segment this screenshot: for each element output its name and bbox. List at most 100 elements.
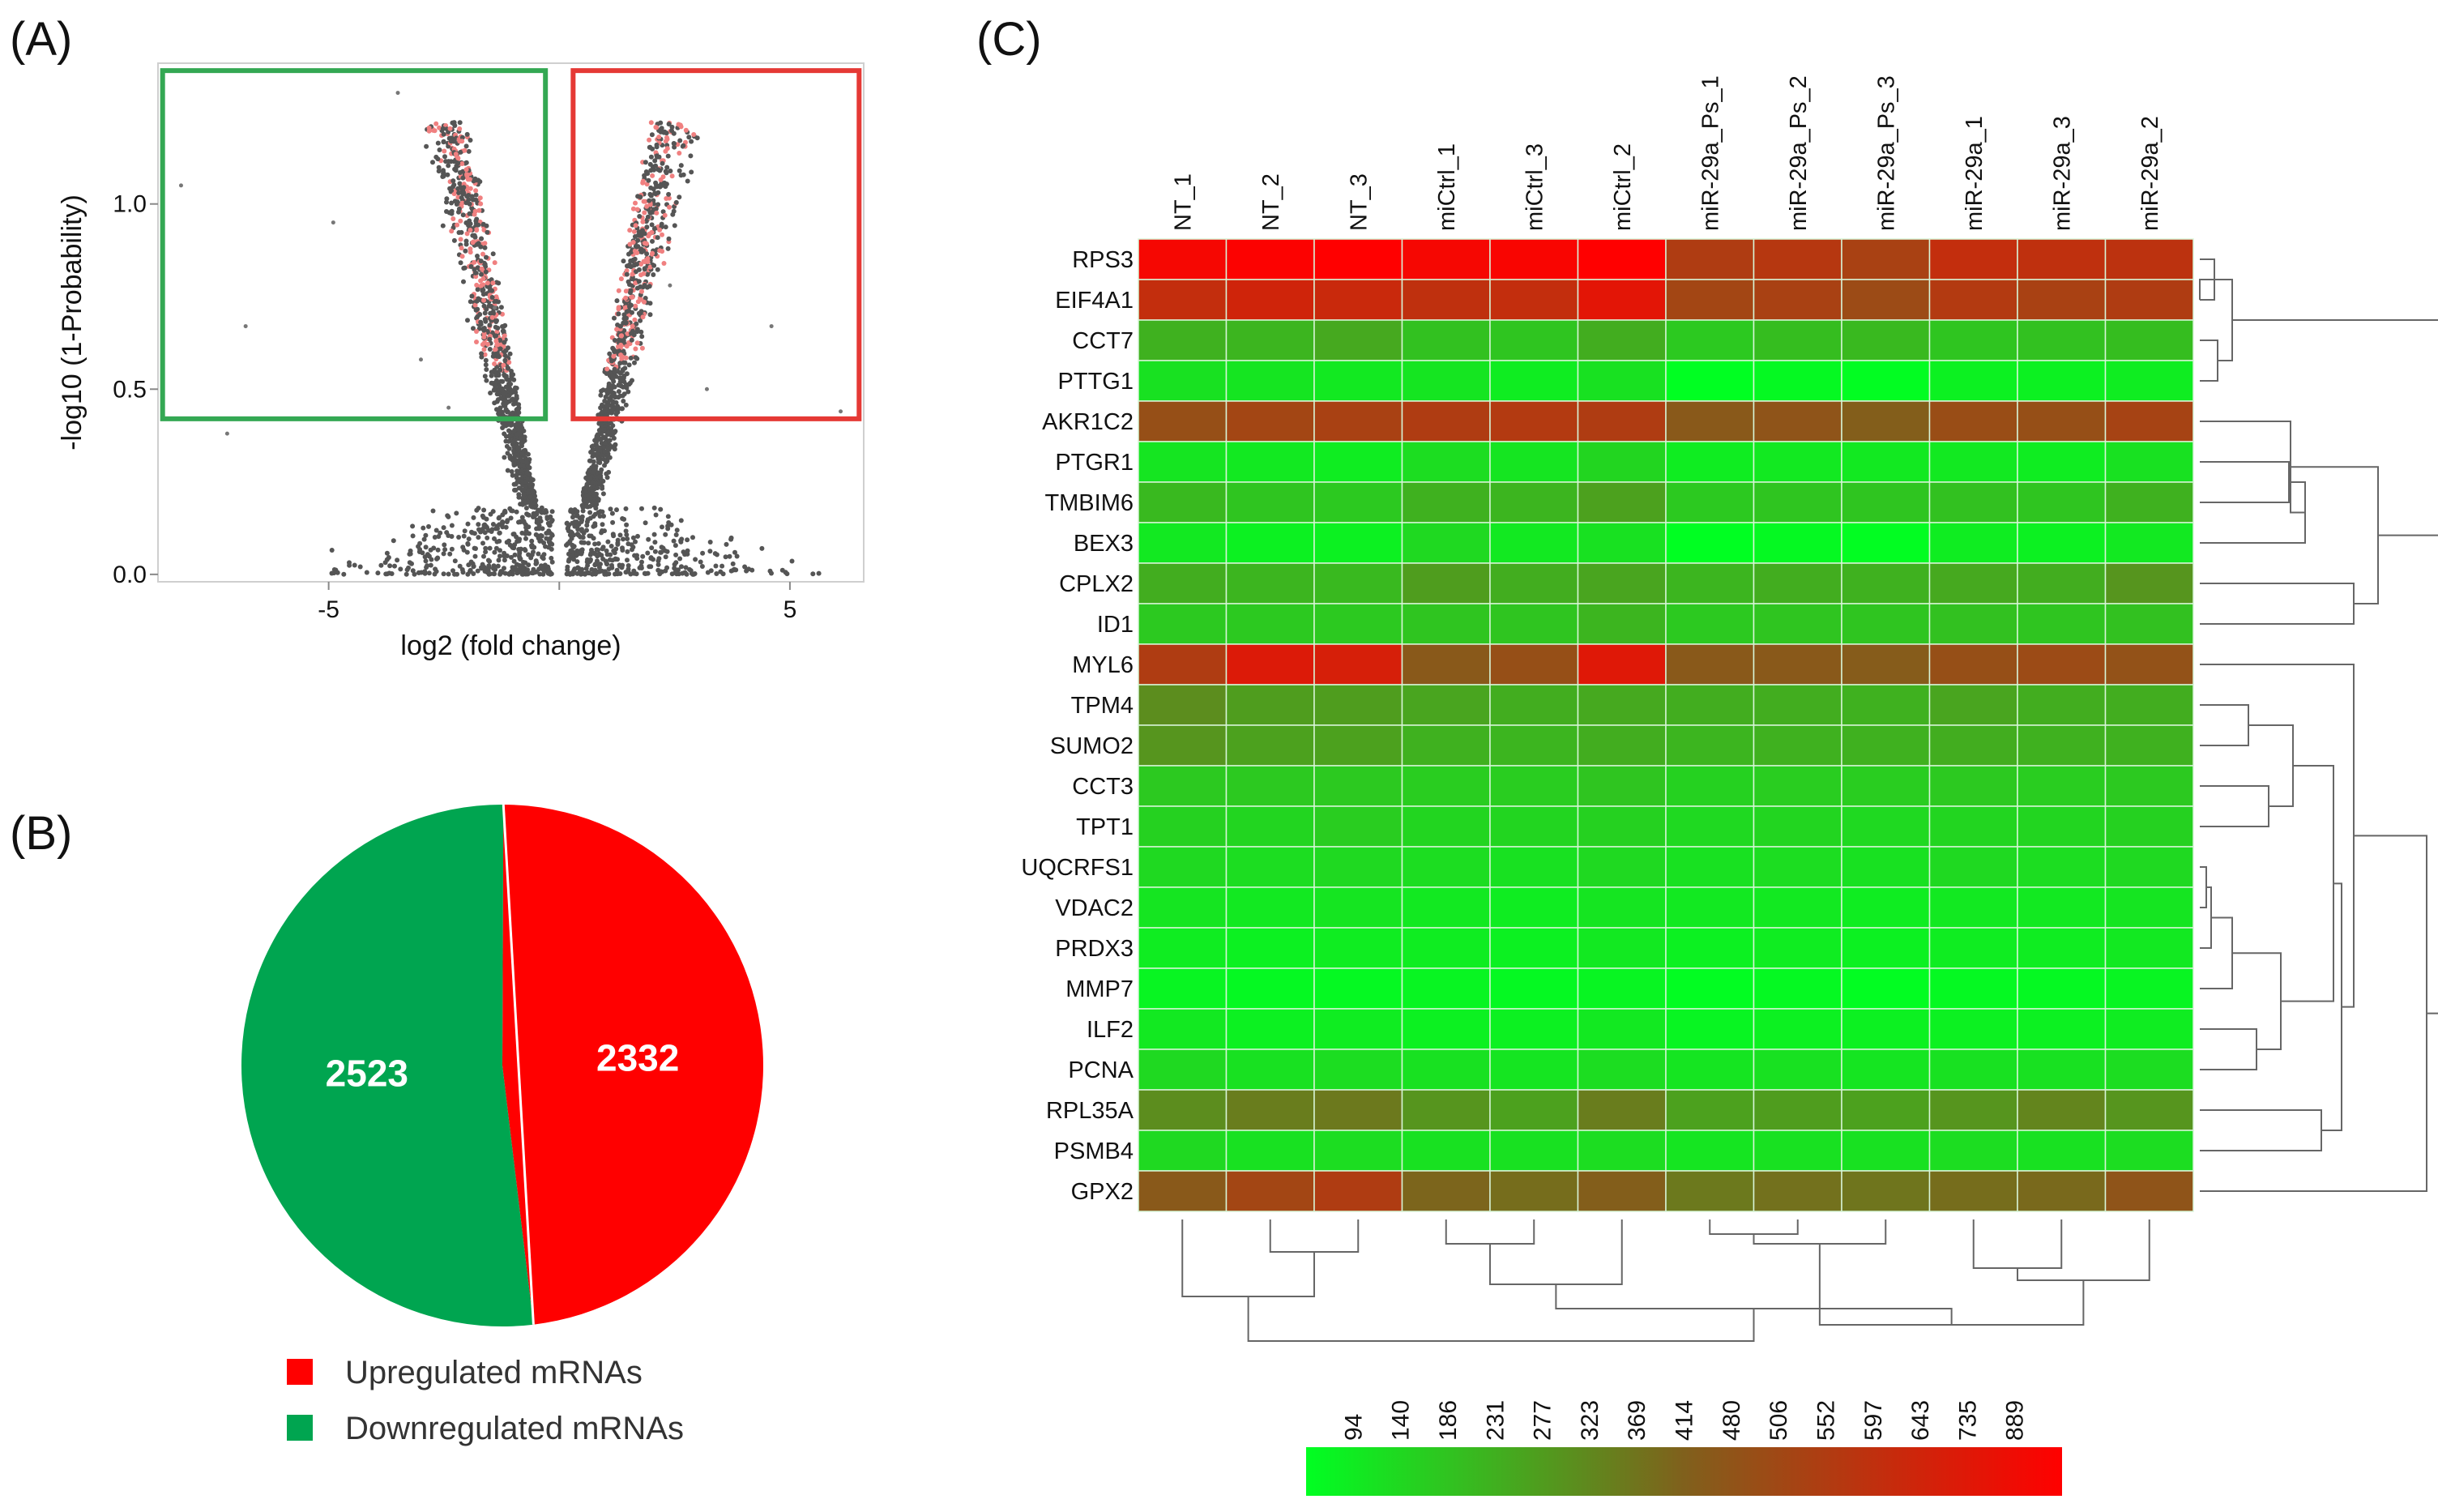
dendrogram-link <box>2199 279 2214 300</box>
volcano-point <box>591 550 596 556</box>
volcano-point <box>487 322 493 328</box>
volcano-point <box>734 553 740 559</box>
heatmap-cell <box>1577 1130 1667 1172</box>
volcano-point <box>624 268 630 273</box>
volcano-point <box>640 228 645 233</box>
volcano-point <box>517 549 523 555</box>
volcano-point <box>495 397 501 403</box>
volcano-point <box>451 182 457 188</box>
heatmap-cell <box>1841 1089 1931 1131</box>
volcano-point <box>651 272 656 277</box>
heatmap-cell <box>2017 1049 2107 1091</box>
volcano-point <box>538 532 544 538</box>
volcano-point <box>504 540 510 545</box>
heatmap-cell <box>1225 805 1315 848</box>
volcano-point <box>639 345 645 351</box>
volcano-point <box>626 389 631 395</box>
volcano-point <box>677 194 682 200</box>
volcano-point <box>624 522 630 527</box>
volcano-point <box>492 536 497 541</box>
volcano-point <box>506 571 512 577</box>
volcano-point <box>512 552 518 557</box>
heatmap-cell <box>1753 765 1842 807</box>
volcano-point <box>459 161 465 166</box>
heatmap-cell <box>1841 724 1931 767</box>
volcano-point <box>506 446 512 451</box>
heatmap-cell <box>1401 927 1491 969</box>
volcano-point <box>574 509 580 515</box>
volcano-point <box>474 227 480 233</box>
volcano-point <box>481 553 486 559</box>
heatmap-cell <box>1841 238 1931 280</box>
heatmap-cell <box>1225 927 1315 969</box>
volcano-point <box>456 190 462 195</box>
volcano-point <box>611 533 617 539</box>
volcano-point <box>712 551 718 557</box>
volcano-point <box>493 339 499 344</box>
volcano-point <box>630 547 634 553</box>
volcano-point <box>475 254 480 258</box>
volcano-point <box>590 469 596 475</box>
volcano-point <box>647 312 653 318</box>
volcano-point <box>523 536 528 541</box>
heatmap-cell <box>2104 724 2194 767</box>
volcano-point <box>723 554 728 560</box>
volcano-point <box>618 352 623 358</box>
heatmap-cell <box>1753 805 1842 848</box>
volcano-point <box>626 563 631 568</box>
volcano-point <box>673 199 679 205</box>
volcano-point <box>481 335 487 340</box>
volcano-point <box>544 515 550 520</box>
volcano-point <box>435 140 441 146</box>
heatmap-cell <box>1753 927 1842 969</box>
volcano-point <box>428 547 433 553</box>
heatmap-cell <box>1313 360 1403 402</box>
volcano-point <box>424 143 429 149</box>
volcano-point <box>468 186 473 191</box>
volcano-point <box>607 455 613 460</box>
volcano-point <box>783 570 788 575</box>
volcano-point <box>475 568 480 574</box>
volcano-point <box>666 191 672 197</box>
heatmap-cell <box>1313 967 1403 1010</box>
volcano-point <box>617 382 623 388</box>
volcano-point <box>607 438 612 443</box>
volcano-point <box>642 283 647 288</box>
volcano-point <box>391 538 396 544</box>
volcano-point <box>502 508 508 514</box>
heatmap-cell <box>2017 846 2107 888</box>
volcano-point <box>621 391 627 397</box>
heatmap-cell <box>1138 846 1228 888</box>
volcano-point <box>636 279 642 284</box>
volcano-point <box>607 382 613 387</box>
volcano-point <box>460 175 466 181</box>
volcano-point <box>656 135 662 140</box>
volcano-point <box>458 218 463 224</box>
volcano-point <box>449 229 455 234</box>
heatmap-cell <box>1928 562 2018 604</box>
volcano-point <box>660 545 666 551</box>
volcano-point <box>487 336 493 342</box>
volcano-point <box>519 563 524 569</box>
dendrogram-link <box>2321 882 2342 1131</box>
heatmap-cell <box>1753 1008 1842 1050</box>
volcano-point <box>690 535 695 540</box>
volcano-point <box>466 148 472 154</box>
dendrogram-link <box>1489 1219 1623 1285</box>
heatmap-cell <box>1577 400 1667 442</box>
volcano-point <box>629 331 634 336</box>
volcano-point <box>724 541 729 547</box>
volcano-point <box>730 561 736 566</box>
heatmap-cell <box>1313 805 1403 848</box>
volcano-point <box>641 258 647 264</box>
heatmap-cell <box>1577 441 1667 483</box>
volcano-point <box>540 526 545 532</box>
volcano-point <box>481 297 486 303</box>
heatmap-cell <box>1313 522 1403 564</box>
heatmap-cell <box>1577 522 1667 564</box>
pie-value-downregulated: 2523 <box>326 1053 408 1095</box>
volcano-point <box>468 138 473 143</box>
volcano-point <box>657 227 663 233</box>
volcano-point <box>416 570 421 575</box>
